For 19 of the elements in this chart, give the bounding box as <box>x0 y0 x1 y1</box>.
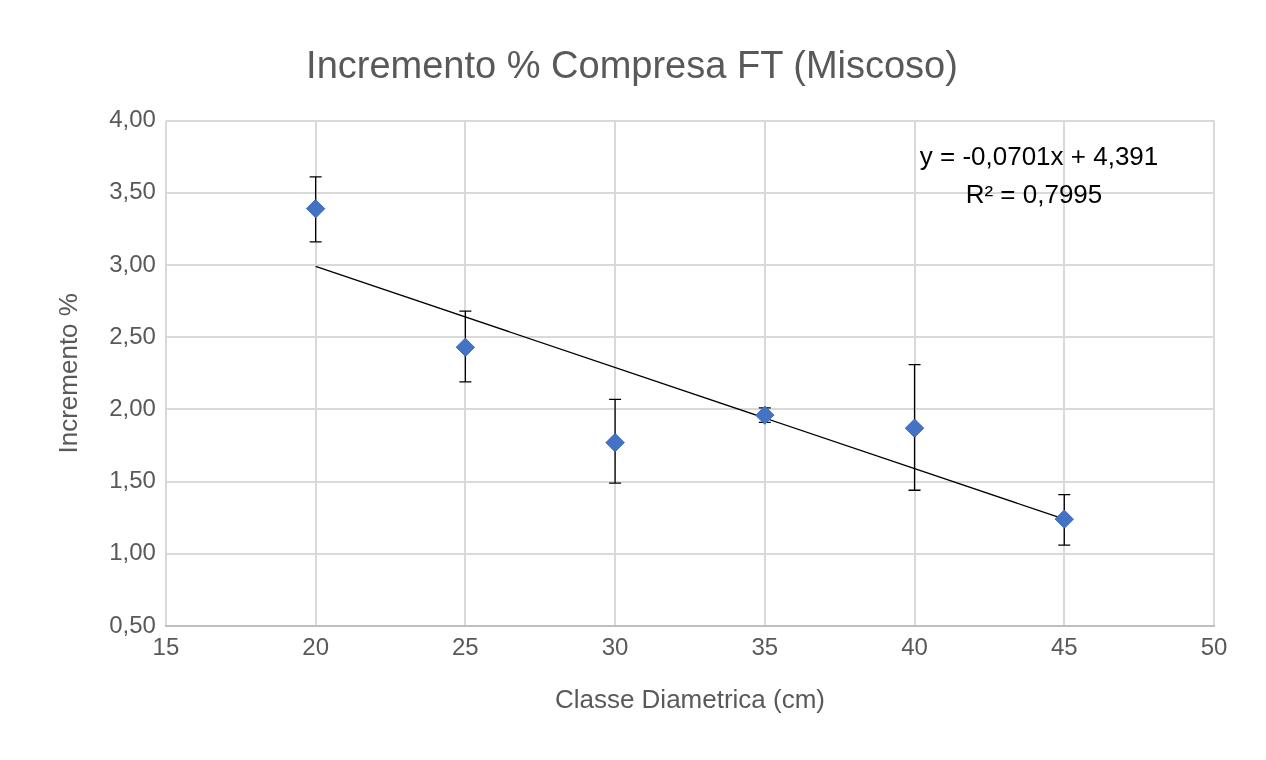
annotation: y = -0,0701x + 4,391 <box>919 140 1159 171</box>
x-tick-label: 45 <box>1050 633 1078 661</box>
chart-title: Incremento % Compresa FT (Miscoso) <box>306 44 958 87</box>
y-tick-label: 2,50 <box>109 321 156 349</box>
x-axis-title: Classe Diametrica (cm) <box>554 683 826 714</box>
x-tick-label: 20 <box>302 633 329 661</box>
y-tick-label: 1,00 <box>109 538 156 566</box>
y-tick-label: 4,00 <box>109 105 156 133</box>
x-tick-label: 50 <box>1200 633 1228 661</box>
y-tick-label: 2,00 <box>109 394 156 422</box>
y-axis-title: Incremento % <box>52 293 83 454</box>
annotation: R² = 0,7995 <box>965 178 1103 209</box>
x-tick-label: 25 <box>452 633 479 661</box>
y-tick-label: 3,00 <box>109 249 156 277</box>
x-tick-label: 30 <box>601 633 629 661</box>
x-tick-label: 40 <box>901 633 928 661</box>
y-tick-label: 1,50 <box>109 466 156 494</box>
y-tick-label: 3,50 <box>109 177 156 205</box>
x-tick-label: 35 <box>751 633 779 661</box>
